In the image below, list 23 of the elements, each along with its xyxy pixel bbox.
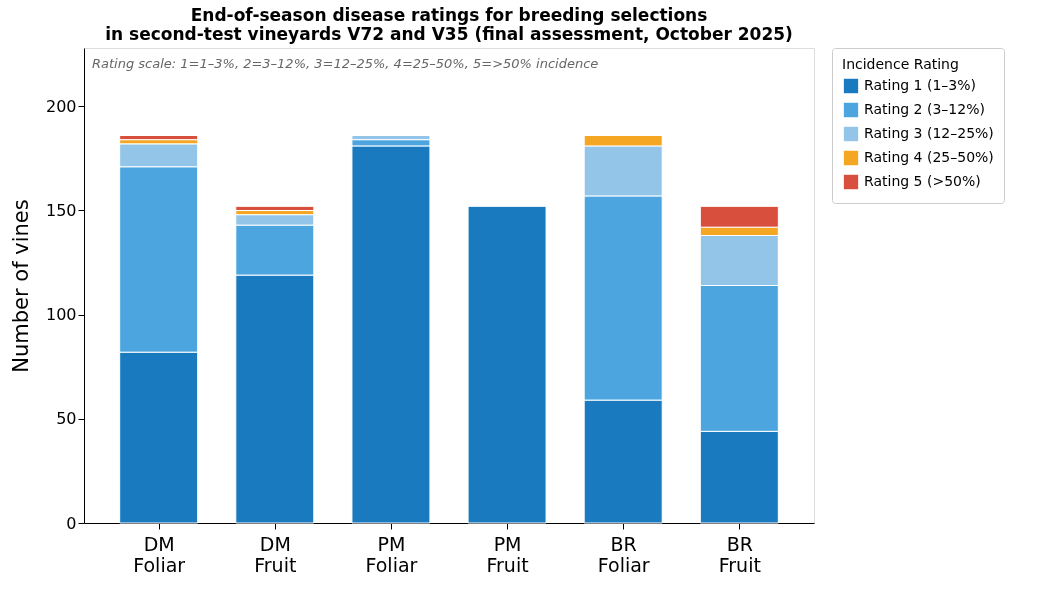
- y-tick-label: 50: [56, 409, 77, 429]
- y-axis-title: Number of vines: [8, 199, 33, 373]
- y-tick-label: 0: [66, 513, 77, 533]
- bar: [235, 205, 315, 211]
- legend-label: Rating 5 (>50%): [864, 173, 981, 189]
- x-tick-label: BR Foliar: [597, 532, 650, 576]
- y-tick-label: 150: [45, 201, 77, 220]
- y-tick-label: 100: [45, 305, 77, 325]
- legend-label: Rating 4 (25–50%): [864, 149, 994, 165]
- x-tick-label: DM Foliar: [133, 532, 186, 576]
- annotation: Rating scale: 1=1–3%, 2=3–12%, 3=12–25%, 4=25–50%, 5=>50% incidence: [92, 56, 599, 71]
- bar: [119, 135, 199, 141]
- legend-label: Rating 2 (3–12%): [864, 101, 985, 117]
- x-tick-label: BR Fruit: [718, 532, 761, 576]
- x-tick-label: DM Fruit: [254, 532, 297, 576]
- y-tick-label: 200: [45, 96, 77, 116]
- chart-title: End-of-season disease ratings for breeding selections in second-test vineyards V72 and V35 (final assessment, October 2025): [105, 4, 793, 44]
- x-tick-label: PM Fruit: [486, 532, 529, 576]
- x-tick-label: PM Foliar: [365, 532, 418, 576]
- legend-label: Rating 1 (1–3%): [864, 77, 976, 93]
- legend-title: Incidence Rating: [842, 56, 959, 72]
- legend-label: Rating 3 (12–25%): [864, 125, 994, 141]
- bar: [467, 205, 547, 524]
